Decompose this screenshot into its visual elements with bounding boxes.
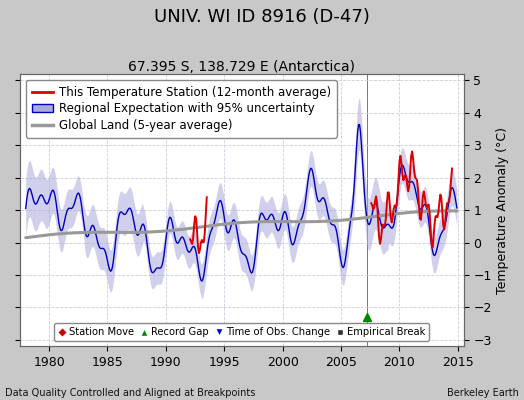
Text: Data Quality Controlled and Aligned at Breakpoints: Data Quality Controlled and Aligned at B… [5, 388, 256, 398]
Text: Berkeley Earth: Berkeley Earth [447, 388, 519, 398]
Title: 67.395 S, 138.729 E (Antarctica): 67.395 S, 138.729 E (Antarctica) [128, 60, 355, 74]
Y-axis label: Temperature Anomaly (°C): Temperature Anomaly (°C) [496, 127, 509, 294]
Legend: Station Move, Record Gap, Time of Obs. Change, Empirical Break: Station Move, Record Gap, Time of Obs. C… [54, 323, 430, 341]
Text: UNIV. WI ID 8916 (D-47): UNIV. WI ID 8916 (D-47) [154, 8, 370, 26]
